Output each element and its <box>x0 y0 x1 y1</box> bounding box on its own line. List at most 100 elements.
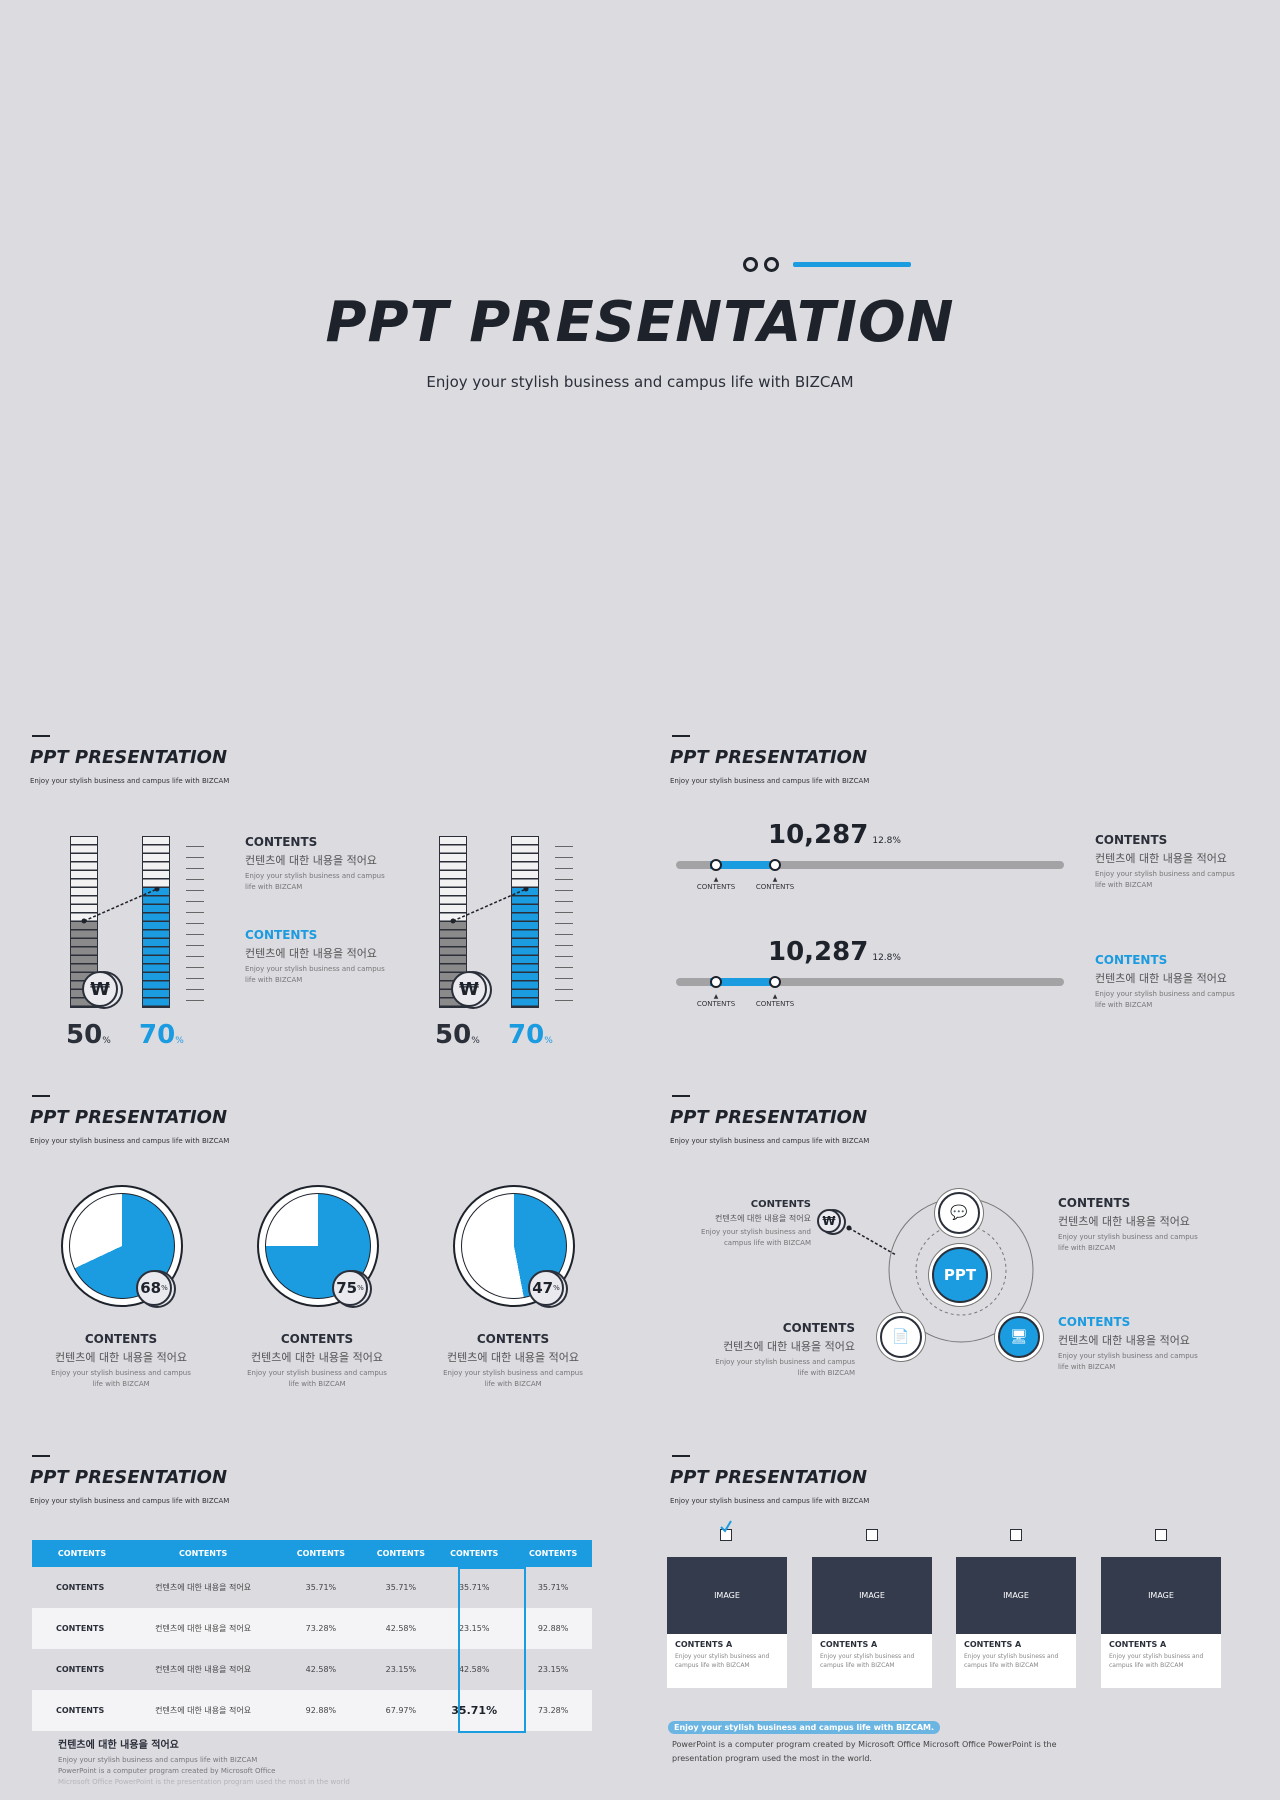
table-header: CONTENTS <box>32 1540 132 1567</box>
percent-left: 50% <box>435 1020 480 1050</box>
thermometer-right <box>142 836 170 1008</box>
marker-label: CONTENTS <box>686 876 746 891</box>
slider-knob[interactable] <box>710 976 722 988</box>
marker-label: CONTENTS <box>745 876 805 891</box>
slide-title: PPT PRESENTATION <box>670 747 868 768</box>
contents-title: CONTENTS <box>782 1321 855 1335</box>
table-cell-highlight: 35.71% <box>434 1690 515 1731</box>
image-card[interactable]: IMAGE CONTENTS A Enjoy your stylish busi… <box>1101 1557 1221 1688</box>
table-row: CONTENTS 컨텐츠에 대한 내용을 적어요 92.88% 67.97% 3… <box>32 1690 592 1731</box>
desc-text: Enjoy your stylish business and campus l… <box>247 1369 387 1388</box>
won-coin-icon: ₩ <box>451 971 487 1007</box>
card-title: CONTENTS A <box>964 1640 1022 1649</box>
image-placeholder: IMAGE <box>667 1557 787 1634</box>
text-block: CONTENTS 컨텐츠에 대한 내용을 적어요 Enjoy your styl… <box>691 1199 811 1249</box>
table-cell: CONTENTS <box>56 1583 105 1592</box>
slide-title: PPT PRESENTATION <box>30 1107 228 1128</box>
text-block: CONTENTS 컨텐츠에 대한 내용을 적어요 Enjoy your styl… <box>245 928 395 986</box>
card-desc: Enjoy your stylish business and campus l… <box>1109 1653 1204 1669</box>
table-cell: 42.58% <box>458 1665 490 1674</box>
pie-value-badge: 47% <box>528 1270 564 1306</box>
slider-range <box>710 978 770 986</box>
card-body: CONTENTS A Enjoy your stylish business a… <box>667 1634 787 1688</box>
chat-icon: 💬 <box>938 1192 980 1234</box>
table-cell: 23.15% <box>537 1665 569 1674</box>
table-cell: 67.97% <box>367 1690 435 1731</box>
thermometer-right <box>511 836 539 1008</box>
percent-right: 70% <box>139 1020 184 1050</box>
table-cell: 73.28% <box>274 1608 368 1649</box>
checkbox[interactable] <box>866 1529 878 1541</box>
slide-title: PPT PRESENTATION <box>670 1107 868 1128</box>
korean-text: 컨텐츠에 대한 내용을 적어요 <box>715 1214 811 1223</box>
image-card[interactable]: IMAGE CONTENTS A Enjoy your stylish busi… <box>812 1557 932 1688</box>
contents-title: CONTENTS <box>1095 953 1168 967</box>
connector-line <box>846 1225 897 1256</box>
text-block: CONTENTS 컨텐츠에 대한 내용을 적어요 Enjoy your styl… <box>1058 1315 1208 1373</box>
table-cell: 35.71% <box>458 1583 490 1592</box>
ring-icon <box>764 257 779 272</box>
table-header: CONTENTS <box>514 1540 592 1567</box>
korean-text: 컨텐츠에 대한 내용을 적어요 <box>1095 852 1227 865</box>
slider-knob[interactable] <box>769 859 781 871</box>
pie-caption: CONTENTS 컨텐츠에 대한 내용을 적어요 Enjoy your styl… <box>242 1332 392 1390</box>
title-dash <box>672 1455 690 1457</box>
won-coin-icon: ₩ <box>817 1209 841 1233</box>
slider-track <box>676 978 1064 986</box>
text-block: CONTENTS 컨텐츠에 대한 내용을 적어요 Enjoy your styl… <box>1095 953 1245 1011</box>
slide-subtitle: Enjoy your stylish business and campus l… <box>670 1137 870 1145</box>
table-header: CONTENTS <box>434 1540 515 1567</box>
percent-left: 50% <box>66 1020 111 1050</box>
card-title: CONTENTS A <box>820 1640 878 1649</box>
slider-track <box>676 861 1064 869</box>
table-cell: 92.88% <box>274 1690 368 1731</box>
hero-slide: PPT PRESENTATION Enjoy your stylish busi… <box>0 0 1280 700</box>
card-desc: Enjoy your stylish business and campus l… <box>675 1653 770 1669</box>
desc-text: Enjoy your stylish business and campus l… <box>1058 1352 1198 1371</box>
table-cell: 컨텐츠에 대한 내용을 적어요 <box>155 1583 252 1592</box>
desc-text: Enjoy your stylish business and campus l… <box>1095 990 1235 1009</box>
thermo-fill <box>143 888 169 1007</box>
slide-image-cards: PPT PRESENTATION Enjoy your stylish busi… <box>666 1455 1276 1800</box>
big-number: 10,287 12.8% <box>768 937 901 967</box>
marker-label: CONTENTS <box>686 993 746 1008</box>
contents-title: CONTENTS <box>245 835 318 849</box>
monitor-icon: 🖥 <box>998 1316 1040 1358</box>
card-desc: Enjoy your stylish business and campus l… <box>820 1653 915 1669</box>
text-block: CONTENTS 컨텐츠에 대한 내용을 적어요 Enjoy your styl… <box>1095 833 1245 891</box>
checkbox[interactable] <box>1155 1529 1167 1541</box>
contents-title: CONTENTS <box>84 1332 158 1346</box>
pie-value-badge: 68% <box>136 1270 172 1306</box>
image-card[interactable]: IMAGE CONTENTS A Enjoy your stylish busi… <box>667 1557 787 1688</box>
checkbox[interactable] <box>1010 1529 1022 1541</box>
slide-sliders: PPT PRESENTATION Enjoy your stylish busi… <box>666 735 1276 1065</box>
slide-subtitle: Enjoy your stylish business and campus l… <box>670 1497 870 1505</box>
slide-subtitle: Enjoy your stylish business and campus l… <box>30 1137 230 1145</box>
slide-pies: PPT PRESENTATION Enjoy your stylish busi… <box>26 1095 636 1425</box>
won-coin-icon: ₩ <box>82 971 118 1007</box>
table-header-row: CONTENTS CONTENTS CONTENTS CONTENTS CONT… <box>32 1540 592 1567</box>
body-line: PowerPoint is a computer program created… <box>672 1740 1057 1749</box>
table-header: CONTENTS <box>274 1540 368 1567</box>
big-number: 10,287 12.8% <box>768 820 901 850</box>
slider-knob[interactable] <box>710 859 722 871</box>
slide-cycle: PPT PRESENTATION Enjoy your stylish busi… <box>666 1095 1276 1425</box>
contents-title: CONTENTS <box>1058 1196 1131 1210</box>
pie-caption: CONTENTS 컨텐츠에 대한 내용을 적어요 Enjoy your styl… <box>438 1332 588 1390</box>
percent-right: 70% <box>508 1020 553 1050</box>
pie-caption: CONTENTS 컨텐츠에 대한 내용을 적어요 Enjoy your styl… <box>46 1332 196 1390</box>
korean-text: 컨텐츠에 대한 내용을 적어요 <box>251 1351 383 1364</box>
card-body: CONTENTS A Enjoy your stylish business a… <box>1101 1634 1221 1688</box>
note-line: Enjoy your stylish business and campus l… <box>58 1756 258 1764</box>
body-text: PowerPoint is a computer program created… <box>672 1736 1092 1766</box>
image-card[interactable]: IMAGE CONTENTS A Enjoy your stylish busi… <box>956 1557 1076 1688</box>
marker-label: CONTENTS <box>745 993 805 1008</box>
slide-subtitle: Enjoy your stylish business and campus l… <box>670 777 870 785</box>
scale-ticks <box>555 836 573 1008</box>
text-block: CONTENTS 컨텐츠에 대한 내용을 적어요 Enjoy your styl… <box>245 835 395 893</box>
table-cell: 23.15% <box>434 1608 515 1649</box>
table-row: CONTENTS 컨텐츠에 대한 내용을 적어요 73.28% 42.58% 2… <box>32 1608 592 1649</box>
slider-knob[interactable] <box>769 976 781 988</box>
title-dash <box>672 1095 690 1097</box>
table-note: 컨텐츠에 대한 내용을 적어요 Enjoy your stylish busin… <box>58 1736 458 1788</box>
